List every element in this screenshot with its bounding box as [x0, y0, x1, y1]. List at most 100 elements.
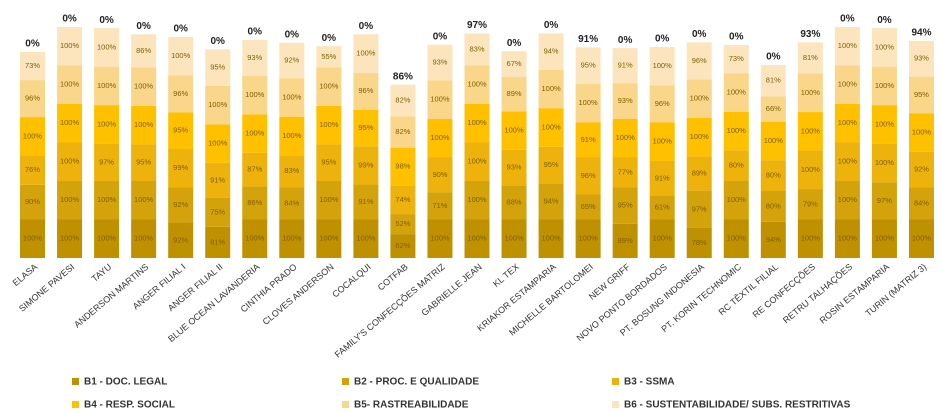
segment-label: 100%	[282, 131, 302, 140]
bar-segment	[242, 152, 268, 187]
bar-segment	[686, 42, 712, 80]
segment-label: 89%	[507, 89, 522, 98]
segment-label: 100%	[282, 92, 302, 101]
legend-label: B4 - RESP. SOCIAL	[84, 400, 175, 411]
segment-label: 100%	[875, 119, 895, 128]
bar-segment	[131, 219, 157, 258]
segment-label: 100%	[541, 84, 561, 93]
bar-segment	[575, 47, 601, 84]
segment-label: 91%	[655, 173, 670, 182]
segment-label: 93%	[432, 58, 447, 67]
segment-label: 93%	[618, 96, 633, 105]
bar-segment	[57, 142, 83, 181]
bar-segment	[908, 151, 934, 188]
bar-segment	[871, 28, 897, 67]
x-tick-label: ROSIN ESTAMPARIA	[818, 262, 892, 326]
bar-segment	[168, 222, 194, 258]
segment-label: 100%	[60, 195, 80, 204]
segment-label: 100%	[430, 234, 450, 243]
legend-label: B6 - SUSTENTABILIDADE/ SUBS. RESTRITIVAS	[624, 400, 851, 411]
segment-label: 81%	[766, 76, 781, 85]
x-tick-label: COCALQUI	[330, 262, 372, 300]
segment-label: 73%	[729, 54, 744, 63]
bar-segment	[686, 227, 712, 258]
bar-segment	[760, 221, 786, 258]
segment-label: 83%	[284, 166, 299, 175]
bar-segment	[316, 67, 342, 106]
bar-segment	[834, 103, 860, 143]
bar-segment	[316, 180, 342, 220]
bar-segment	[20, 117, 46, 156]
segment-label: 78%	[692, 238, 707, 247]
bar-segment	[686, 79, 712, 118]
bar-segment	[649, 85, 675, 123]
bar-segment	[723, 45, 749, 74]
total-label: 0%	[692, 29, 707, 40]
bar-segment	[57, 65, 83, 104]
segment-label: 79%	[803, 199, 818, 208]
bar-segment	[242, 219, 268, 258]
segment-label: 100%	[60, 118, 80, 127]
segment-label: 100%	[690, 94, 710, 103]
bar-segment	[168, 112, 194, 150]
segment-label: 100%	[282, 234, 302, 243]
bar-segment	[723, 73, 749, 112]
bar-segment	[427, 80, 453, 119]
total-label: 0%	[25, 39, 40, 50]
bar-segment	[871, 182, 897, 220]
x-tick-label: TAYU	[90, 262, 114, 284]
bar-segment	[316, 144, 342, 181]
legend-swatch	[342, 401, 349, 408]
segment-label: 100%	[727, 234, 747, 243]
segment-label: 100%	[134, 234, 154, 243]
bar-segment	[538, 69, 564, 109]
bar-segment	[871, 143, 897, 183]
bar-segment	[94, 105, 120, 144]
bar-segment	[131, 34, 157, 68]
bar-segment	[575, 219, 601, 258]
bar-segment	[20, 219, 46, 258]
total-label: 0%	[99, 15, 114, 26]
segment-label: 96%	[25, 94, 40, 103]
segment-label: 97%	[99, 157, 114, 166]
segment-label: 95%	[358, 123, 373, 132]
segment-label: 100%	[727, 195, 747, 204]
segment-label: 100%	[801, 88, 821, 97]
bar-segment	[760, 65, 786, 97]
segment-label: 95%	[581, 61, 596, 70]
total-label: 0%	[618, 35, 633, 46]
bar-segment	[575, 83, 601, 123]
x-tick-label: COTFAB	[376, 262, 410, 293]
bar-segment	[760, 96, 786, 122]
total-label: 0%	[433, 31, 448, 42]
segment-label: 82%	[395, 95, 410, 104]
segment-label: 100%	[60, 157, 80, 166]
segment-label: 100%	[23, 131, 43, 140]
segment-label: 55%	[321, 52, 336, 61]
segment-label: 86%	[136, 46, 151, 55]
total-label: 93%	[800, 29, 820, 40]
total-label: 0%	[766, 52, 781, 63]
segment-label: 86%	[247, 198, 262, 207]
bar-segment	[20, 51, 46, 81]
segment-label: 100%	[319, 195, 339, 204]
bar-segment	[57, 103, 83, 143]
segment-label: 94%	[544, 196, 559, 205]
segment-label: 92%	[284, 55, 299, 64]
bar-segment	[353, 109, 379, 147]
bar-segment	[242, 75, 268, 115]
bar-segment	[279, 187, 305, 220]
total-label: 0%	[729, 32, 744, 43]
bar-segment	[908, 219, 934, 258]
bar-segment	[316, 219, 342, 258]
total-label: 94%	[911, 27, 931, 38]
segment-label: 100%	[579, 98, 599, 107]
bar-segment	[871, 66, 897, 106]
legend-swatch	[612, 401, 619, 408]
segment-label: 100%	[319, 82, 339, 91]
bar-segment	[57, 26, 83, 66]
x-tick-label: TURIN (MATRIZ 3)	[863, 262, 928, 319]
bar-segment	[205, 49, 231, 86]
legend-label: B1 - DOC. LEGAL	[84, 377, 167, 388]
bar-segment	[168, 149, 194, 188]
